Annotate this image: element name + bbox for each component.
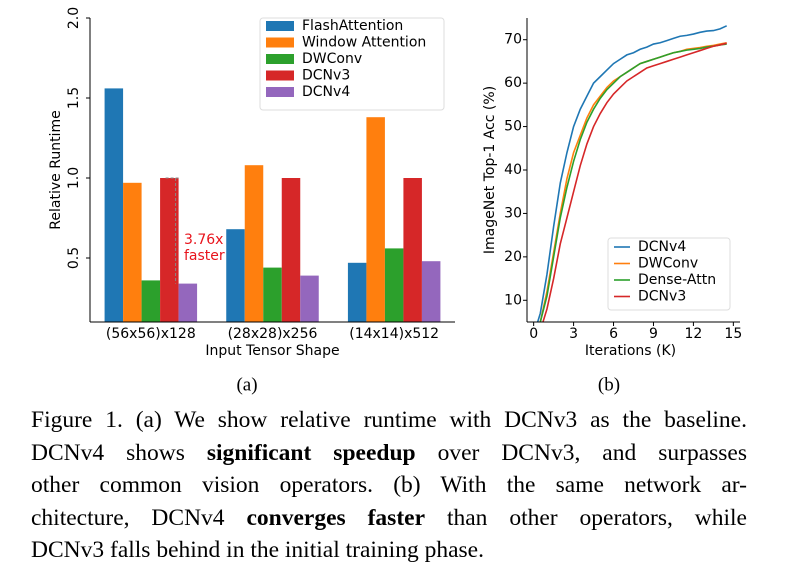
legend-label: FlashAttention xyxy=(302,18,403,34)
x-axis-label: Iterations (K) xyxy=(585,343,676,359)
caption-text: DCNv4 shows xyxy=(31,439,207,466)
bar xyxy=(421,261,441,322)
line-series xyxy=(542,42,727,322)
figure: (56x56)x128 (28x28)x256 (14x14)x512 0.5 1.0 1… xyxy=(48,7,742,395)
bar xyxy=(160,178,179,322)
caption-text: Figure 1. (a) We show relative runtime w… xyxy=(31,407,747,433)
bar xyxy=(281,178,301,322)
legend-label: DCNv4 xyxy=(302,84,350,100)
y-tick-label: 30 xyxy=(504,205,522,221)
legend-swatch xyxy=(266,37,294,48)
y-tick-label: 1.0 xyxy=(66,167,82,189)
caption-line: Figure 1. (a) We show relative runtime w… xyxy=(31,404,747,437)
bar xyxy=(178,283,198,322)
legend-swatch xyxy=(266,21,294,31)
caption-text: than other operators, while xyxy=(425,504,747,531)
y-tick-label: 1.5 xyxy=(66,87,82,109)
bar xyxy=(141,280,161,322)
caption: Figure 1. (a) We show relative runtime w… xyxy=(31,404,747,567)
caption-line: DCNv4 shows significant speedup over DCN… xyxy=(31,437,747,470)
caption-bold: significant speedup xyxy=(206,439,416,466)
y-tick-label: 2.0 xyxy=(66,7,82,29)
caption-bold: converges faster xyxy=(246,504,426,531)
legend-label: DCNv3 xyxy=(638,289,686,305)
y-tick-label: 40 xyxy=(504,162,522,178)
bar xyxy=(123,182,142,322)
y-tick-label: 50 xyxy=(504,119,522,135)
y-tick-label: 60 xyxy=(504,75,522,91)
legend-label: DWConv xyxy=(302,51,362,67)
panel-label: (b) xyxy=(598,374,620,395)
bar xyxy=(300,275,319,322)
bar xyxy=(366,117,385,322)
x-tick-label: (28x28)x256 xyxy=(228,326,318,342)
y-axis-label: ImageNet Top-1 Acc (%) xyxy=(482,86,498,254)
legend-label: Dense-Attn xyxy=(638,272,716,288)
y-tick-label: 20 xyxy=(504,249,522,265)
annotation: 3.76x xyxy=(184,232,223,248)
x-tick-label: (14x14)x512 xyxy=(349,326,439,342)
x-tick-label: 3 xyxy=(569,326,578,342)
legend-label: DCNv3 xyxy=(302,68,350,84)
y-tick-label: 10 xyxy=(504,292,522,308)
bar xyxy=(104,88,124,323)
caption-line: other common vision operators. (b) With … xyxy=(31,469,747,502)
x-tick-label: 9 xyxy=(649,326,658,342)
legend-box xyxy=(259,17,445,111)
bar xyxy=(244,165,264,322)
line-series xyxy=(539,43,727,322)
legend-swatch xyxy=(266,70,294,81)
legend-box xyxy=(607,237,731,311)
x-tick-label: 6 xyxy=(609,326,618,342)
caption-text: over DCNv3, and surpasses xyxy=(415,439,747,466)
plot-area xyxy=(536,25,728,322)
y-tick-label: 70 xyxy=(504,32,522,48)
annotation: faster xyxy=(184,248,225,264)
x-tick-label: 12 xyxy=(684,326,702,342)
legend-label: Window Attention xyxy=(302,35,426,51)
x-tick-label: 15 xyxy=(724,326,742,342)
panel-label: (a) xyxy=(236,374,257,395)
caption-line: DCNv3 falls behind in the initial traini… xyxy=(31,534,747,567)
bar xyxy=(403,178,422,322)
legend-swatch xyxy=(266,87,294,97)
legend-label: DCNv4 xyxy=(638,239,686,255)
x-tick-label: (56x56)x128 xyxy=(106,326,196,342)
caption-text: chitecture, DCNv4 xyxy=(31,504,247,531)
y-tick-label: 0.5 xyxy=(66,247,82,269)
caption-text: DCNv3 falls behind in the initial traini… xyxy=(31,537,484,563)
bar xyxy=(226,229,245,322)
bar xyxy=(384,248,404,322)
legend-swatch xyxy=(266,54,294,64)
bar xyxy=(347,262,367,322)
y-axis-label: Relative Runtime xyxy=(48,110,64,229)
legend-label: DWConv xyxy=(638,256,698,272)
bar xyxy=(263,267,282,322)
x-axis-label: Input Tensor Shape xyxy=(205,343,339,359)
caption-line: chitecture, DCNv4 converges faster than … xyxy=(31,502,747,535)
x-tick-label: 0 xyxy=(529,326,538,342)
caption-text: other common vision operators. (b) With … xyxy=(31,472,747,498)
line-series xyxy=(536,25,728,322)
